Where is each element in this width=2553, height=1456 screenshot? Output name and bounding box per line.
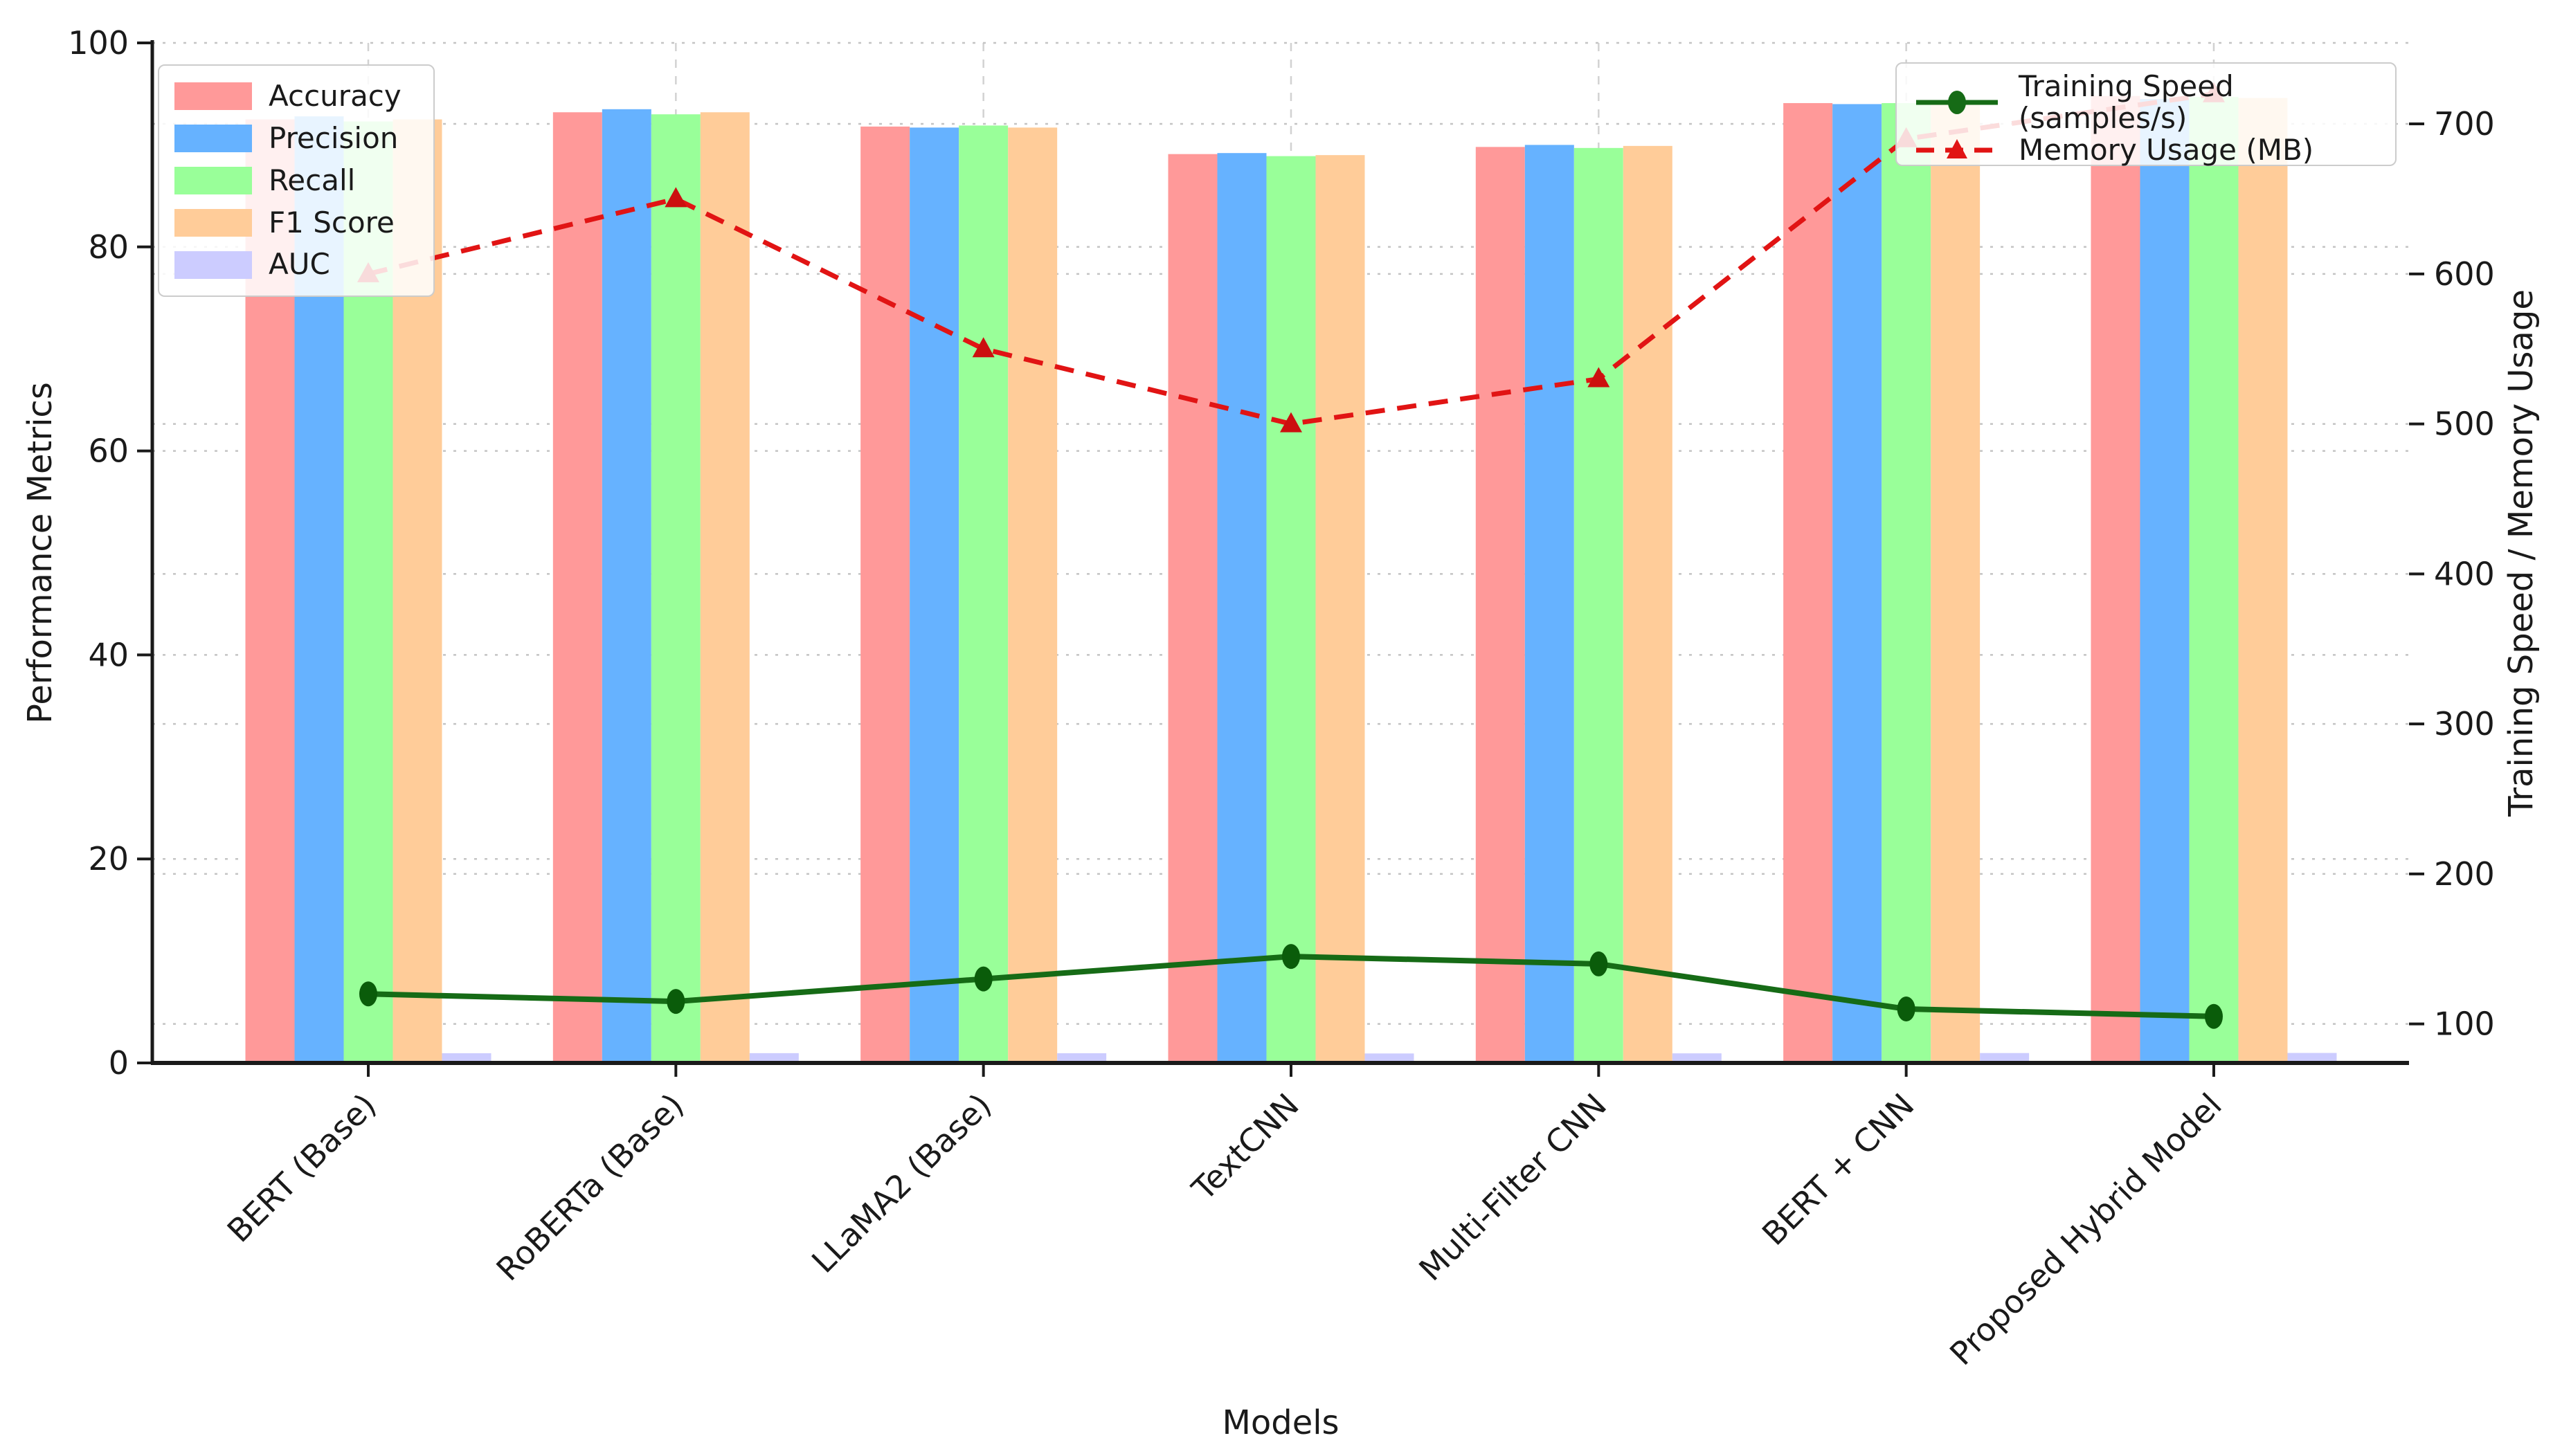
- y-left-tick-label: 80: [88, 228, 129, 266]
- bar-auc-3: [1364, 1053, 1414, 1063]
- legend-label: F1 Score: [269, 205, 395, 239]
- bar-precision-5: [1832, 104, 1882, 1064]
- y-right-tick-label: 600: [2434, 255, 2495, 293]
- y-right-tick-label: 100: [2434, 1005, 2495, 1043]
- memory-usage-marker: [1279, 412, 1302, 433]
- y-axis-label-right: Training Speed / Memory Usage: [2502, 289, 2541, 817]
- bar-precision-2: [910, 127, 959, 1063]
- y-right-tick-label: 500: [2434, 406, 2495, 443]
- bar-accuracy-2: [860, 126, 910, 1063]
- memory-usage-marker: [972, 337, 995, 358]
- bar-recall-6: [2189, 97, 2239, 1064]
- bar-f1-score-3: [1315, 155, 1365, 1063]
- legend-item-training-speed: Training Speed (samples/s): [1912, 69, 2380, 136]
- x-tick-label-4: Multi-Filter CNN: [1411, 1086, 1614, 1289]
- legend-label: Precision: [269, 121, 399, 156]
- bar-accuracy-5: [1783, 102, 1833, 1063]
- x-tick-label-6: Proposed Hybrid Model: [1942, 1086, 2229, 1373]
- bar-recall-2: [959, 125, 1009, 1063]
- training-speed-marker: [1589, 951, 1608, 976]
- y-left-tick-label: 60: [88, 433, 129, 470]
- bar-accuracy-1: [552, 112, 602, 1064]
- legend-item-accuracy: Accuracy: [174, 80, 418, 112]
- x-tick-label-3: TextCNN: [1184, 1086, 1306, 1208]
- training-speed-marker: [667, 989, 685, 1014]
- bar-f1-score-1: [700, 112, 750, 1064]
- bar-f1-score-2: [1008, 127, 1058, 1063]
- lines-legend: Training Speed (samples/s) Memory Usage …: [1895, 62, 2397, 166]
- metrics-legend: Accuracy Precision Recall F1 Score AUC: [158, 64, 435, 297]
- memory-usage-marker: [665, 187, 687, 208]
- recall-swatch-icon: [174, 166, 252, 194]
- legend-label: Training Speed (samples/s): [2019, 69, 2234, 136]
- y-left-tick-label: 100: [68, 24, 129, 62]
- bar-auc-6: [2287, 1053, 2337, 1063]
- f1-swatch-icon: [174, 208, 252, 237]
- bar-recall-1: [651, 114, 701, 1064]
- bar-accuracy-4: [1475, 147, 1525, 1063]
- auc-swatch-icon: [174, 251, 252, 279]
- x-tick-label-5: BERT + CNN: [1755, 1086, 1921, 1253]
- training-speed-marker: [1897, 996, 1915, 1021]
- training-speed-line-icon: [1916, 91, 1998, 115]
- bar-recall-4: [1573, 147, 1623, 1063]
- memory-usage-marker: [1587, 367, 1610, 388]
- y-right-tick-label: 700: [2434, 105, 2495, 143]
- legend-label: Memory Usage (MB): [2019, 133, 2314, 167]
- bar-precision-6: [2140, 99, 2190, 1063]
- bar-precision-3: [1217, 153, 1267, 1063]
- accuracy-swatch-icon: [174, 82, 252, 111]
- bar-auc-2: [1057, 1053, 1107, 1063]
- y-right-tick-label: 200: [2434, 855, 2495, 893]
- training-speed-marker: [359, 981, 377, 1007]
- y-axis-label-left: Performance Metrics: [21, 382, 60, 724]
- bar-f1-score-4: [1623, 145, 1672, 1063]
- bar-auc-4: [1672, 1053, 1722, 1063]
- legend-item-precision: Precision: [174, 122, 418, 154]
- y-left-tick-label: 40: [88, 636, 129, 673]
- legend-label: Recall: [269, 163, 356, 197]
- x-tick-label-0: BERT (Base): [220, 1086, 384, 1250]
- y-right-tick-label: 400: [2434, 555, 2495, 592]
- bar-accuracy-3: [1168, 154, 1218, 1063]
- bar-f1-score-5: [1931, 104, 1981, 1064]
- legend-label: AUC: [269, 247, 330, 282]
- x-tick-label-2: LLaMA2 (Base): [804, 1086, 998, 1280]
- x-axis-label: Models: [1222, 1403, 1339, 1442]
- bar-recall-5: [1882, 102, 1931, 1063]
- y-left-tick-label: 20: [88, 840, 129, 877]
- training-speed-marker: [974, 966, 993, 992]
- legend-item-memory-usage: Memory Usage (MB): [1912, 134, 2380, 166]
- bar-auc-1: [749, 1053, 799, 1063]
- bar-precision-4: [1524, 145, 1574, 1063]
- bar-accuracy-6: [2091, 95, 2140, 1064]
- legend-item-recall: Recall: [174, 163, 418, 197]
- training-speed-marker: [1281, 944, 1300, 970]
- bar-precision-1: [602, 109, 651, 1063]
- bar-auc-5: [1980, 1053, 2030, 1063]
- training-speed-marker: [2204, 1003, 2223, 1029]
- y-right-tick-label: 300: [2434, 705, 2495, 743]
- bar-f1-score-6: [2238, 98, 2288, 1064]
- memory-usage-line-icon: [1916, 139, 1998, 159]
- precision-swatch-icon: [174, 125, 252, 153]
- legend-item-auc: AUC: [174, 248, 418, 280]
- bar-recall-3: [1266, 156, 1316, 1063]
- bar-auc-0: [442, 1053, 491, 1063]
- legend-item-f1: F1 Score: [174, 205, 418, 239]
- x-tick-label-1: RoBERTa (Base): [489, 1086, 691, 1289]
- legend-label: Accuracy: [269, 79, 402, 113]
- y-left-tick-label: 0: [109, 1044, 129, 1082]
